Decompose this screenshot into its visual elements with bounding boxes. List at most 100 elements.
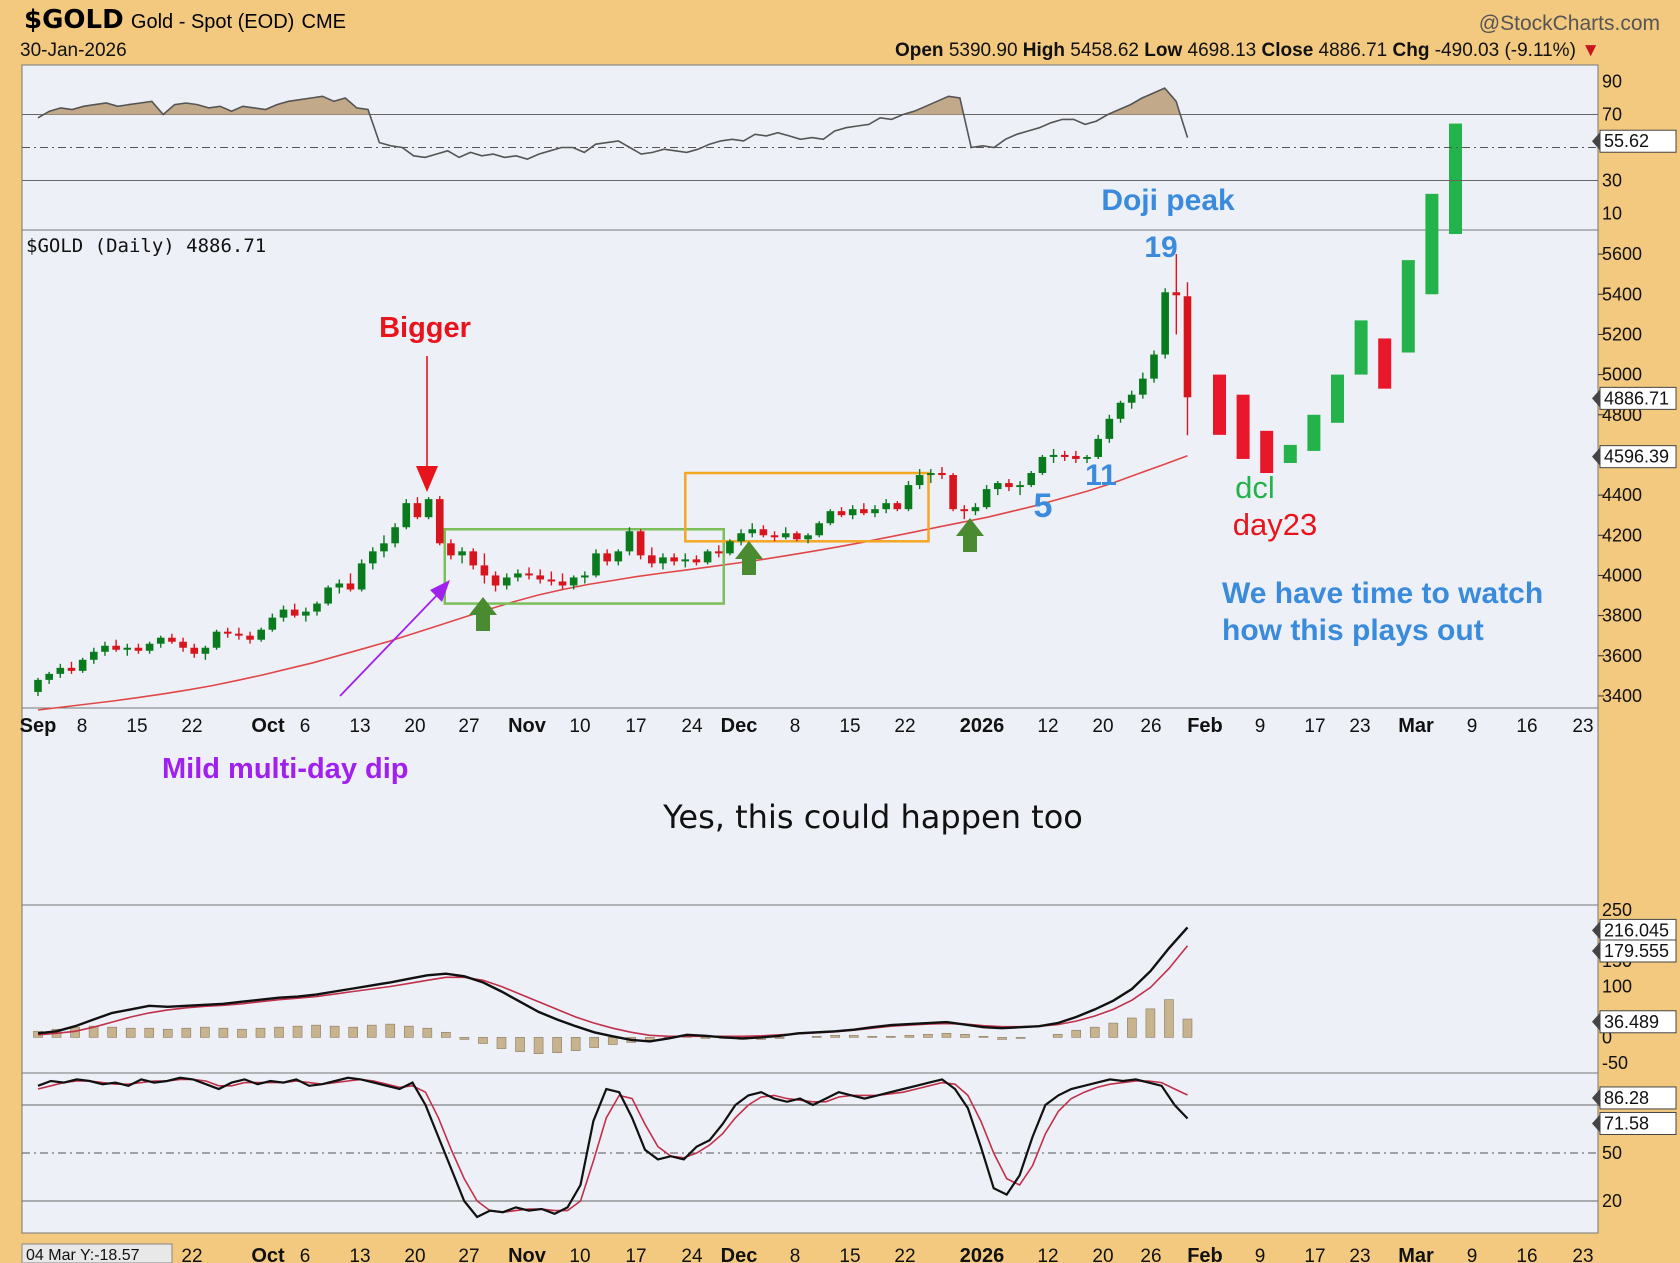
macd-line: [37, 926, 1189, 1043]
candle-body: [1027, 473, 1036, 486]
candle-body: [592, 553, 600, 576]
candle-body: [324, 587, 332, 604]
candle-body: [848, 509, 857, 516]
macd-histogram-bar: [181, 1027, 192, 1038]
candle-body: [927, 473, 935, 476]
macd-histogram-bar: [255, 1027, 266, 1038]
candle-body: [793, 533, 801, 540]
last-price-pointer: [1592, 389, 1600, 408]
close-label: Close: [1261, 40, 1314, 61]
macd-histogram-bar: [329, 1025, 340, 1038]
candle-body: [413, 503, 422, 518]
macd-histogram-bar: [292, 1025, 303, 1038]
open-value: 5390.90: [948, 40, 1018, 61]
moving-average-line: [37, 454, 1188, 711]
candle-body: [223, 631, 232, 634]
candle-body: [290, 609, 299, 616]
candle-body: [681, 559, 690, 562]
macd-histogram-bar: [867, 1036, 878, 1038]
macd-histogram-bar: [1052, 1034, 1063, 1038]
bottom-x-axis-label: 17: [625, 1246, 646, 1263]
exchange: CME: [301, 11, 346, 33]
candle-body: [547, 579, 556, 582]
candle-body: [893, 503, 902, 510]
candle-body: [156, 637, 165, 644]
x-axis-label: Dec: [721, 715, 758, 737]
candle-body: [982, 489, 991, 508]
macd-histogram-bar: [607, 1037, 618, 1045]
rsi-overbought-fill: [38, 88, 1188, 115]
price-tick-label: 3400: [1602, 686, 1642, 706]
mild-dip-arrow-head: [430, 580, 450, 602]
candle-body: [369, 551, 377, 564]
candle-body: [569, 577, 578, 586]
macd-histogram-bar: [1145, 1008, 1156, 1038]
panel-price: [21, 229, 1599, 709]
candle-body: [1161, 292, 1169, 355]
bottom-x-axis-label: 8: [790, 1246, 801, 1263]
macd-histogram-bar: [700, 1037, 711, 1039]
candle-body: [357, 563, 366, 590]
x-axis-label: 22: [894, 716, 915, 737]
price-tick-label: 3800: [1602, 606, 1642, 626]
candle-body: [614, 551, 623, 562]
support-arrow-icon: [469, 597, 497, 631]
candle-body: [748, 529, 757, 534]
candle-body: [346, 583, 355, 590]
price-tick-label: 4000: [1602, 565, 1642, 585]
candle-body: [34, 679, 42, 692]
date-label: 30-Jan-2026: [20, 40, 127, 61]
price-tick-label: 4200: [1602, 525, 1642, 545]
projection-bar: [1354, 320, 1368, 375]
candle-body: [860, 509, 868, 514]
macd-histogram-bar: [459, 1037, 470, 1040]
candle-body: [313, 603, 321, 612]
candle-body: [670, 557, 678, 562]
candle-body: [1139, 378, 1147, 395]
candle-body: [268, 617, 277, 630]
rsi-tick-label: 90: [1602, 72, 1622, 92]
macd-value-pointer: [1592, 921, 1600, 940]
candle-body: [235, 633, 243, 636]
support-arrow-icon: [735, 541, 763, 575]
candle-body: [759, 529, 768, 536]
x-axis-label: 10: [569, 716, 590, 737]
projection-bar: [1331, 374, 1344, 423]
annotation-watch-line1: We have time to watch: [1222, 577, 1543, 610]
projection-bar: [1236, 394, 1250, 459]
candle-body: [904, 485, 913, 510]
macd-histogram-bar: [941, 1032, 952, 1038]
macd-histogram-bar: [960, 1034, 970, 1038]
ohlc-readout: Open 5390.90 High 5458.62 Low 4698.13 Cl…: [895, 40, 1600, 62]
x-axis-label: Sep: [20, 715, 57, 737]
stoch-slow-value: 86.28: [1604, 1088, 1649, 1108]
bottom-x-axis-label: 9: [1255, 1246, 1266, 1263]
bottom-x-axis-label: 23: [1349, 1246, 1370, 1263]
candle-body: [1127, 394, 1136, 403]
x-axis-label: 27: [458, 716, 479, 737]
chg-value: -490.03 (-9.11%): [1434, 40, 1576, 61]
annotation-bigger: Bigger: [379, 312, 471, 344]
price-panel-label: $GOLD (Daily) 4886.71: [26, 235, 266, 257]
macd-histogram-bar: [904, 1035, 915, 1038]
price-tick-label: 5400: [1602, 284, 1642, 304]
bottom-x-axis-label: 22: [894, 1246, 915, 1263]
candle-body: [1116, 402, 1125, 419]
candle-body: [949, 475, 957, 510]
x-axis-label: 2026: [960, 715, 1005, 737]
macd-histogram-bar: [441, 1031, 451, 1038]
candle-body: [603, 553, 611, 562]
brand: @StockCharts.com: [1478, 12, 1660, 35]
x-axis-label: 16: [1516, 716, 1537, 737]
candle-body: [447, 543, 455, 556]
candle-body: [1105, 418, 1114, 439]
macd-histogram-bar: [848, 1035, 859, 1038]
bottom-x-axis-label: 26: [1140, 1246, 1161, 1263]
bottom-x-axis-label: 12: [1037, 1246, 1058, 1263]
stoch-fast-value-pointer: [1592, 1114, 1600, 1133]
macd-histogram-bar: [107, 1026, 117, 1038]
x-axis-label: Feb: [1187, 715, 1223, 737]
macd-histogram-bar: [570, 1037, 581, 1051]
candle-body: [882, 503, 890, 510]
projection-bar: [1449, 123, 1462, 235]
